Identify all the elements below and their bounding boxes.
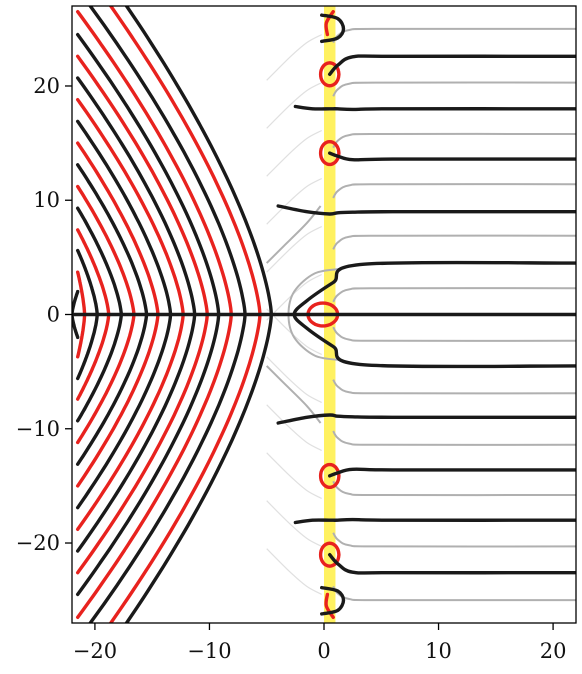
modulus-contours [265,27,576,602]
x-tick-label: 10 [425,639,452,663]
real-zero-contour-right [276,413,576,425]
real-zero-contour-right [276,204,576,216]
faint-contour [266,452,322,500]
modulus-contour-right [332,287,576,303]
modulus-contour-right [332,379,576,395]
imag-zero-contour-top [324,592,335,619]
modulus-contour-right [332,430,576,446]
faint-contours [266,34,322,595]
modulus-contour-right [332,81,576,97]
modulus-contour-right [332,234,576,250]
faint-contour [266,356,322,404]
faint-contour [266,34,322,81]
modulus-contour-right [332,326,576,342]
x-tick-label: 20 [540,639,567,663]
x-tick-label: −10 [187,639,231,663]
imag-zero-loop [318,462,341,490]
real-zero-contour-left [72,289,80,340]
faint-contour [266,225,322,273]
x-tick-label: −20 [73,639,117,663]
real-zero-contour-origin [292,260,576,369]
faint-contour [266,129,322,177]
imag-zero-loop [318,61,341,88]
real-zero-contour-right [328,151,576,162]
y-axis-ticks: 20 10 0 −10 −20 [16,74,72,555]
imag-zero-loop [318,541,341,568]
x-tick-label: 0 [317,639,330,663]
y-tick-label: 10 [33,188,60,212]
imag-zero-loop [318,139,341,167]
faint-contour [266,500,322,547]
faint-contour [266,273,322,321]
real-zero-contour-right [293,517,576,525]
real-zero-contour-right [293,104,576,112]
x-axis-ticks: −20 −10 0 10 20 [73,623,567,663]
real-zero-contour-right [328,54,576,76]
modulus-contour-right [332,480,576,497]
real-zero-contours [72,6,576,623]
faint-contour [266,82,322,129]
modulus-contour-right [332,532,576,548]
faint-contour [266,404,322,452]
modulus-contour-right [332,132,576,149]
faint-contour [266,308,322,356]
real-zero-contour-hook [320,13,346,44]
faint-contour [266,548,322,595]
y-tick-label: −10 [16,417,60,441]
real-zero-contour-hook [320,585,346,616]
real-zero-contour-right [328,553,576,575]
y-tick-label: 20 [33,74,60,98]
faint-contour [266,177,322,225]
real-zero-contour-right [328,467,576,478]
y-tick-label: −20 [16,531,60,555]
y-tick-label: 0 [47,303,60,327]
imag-zero-contour-top [324,10,335,37]
modulus-contour-right [332,183,576,199]
